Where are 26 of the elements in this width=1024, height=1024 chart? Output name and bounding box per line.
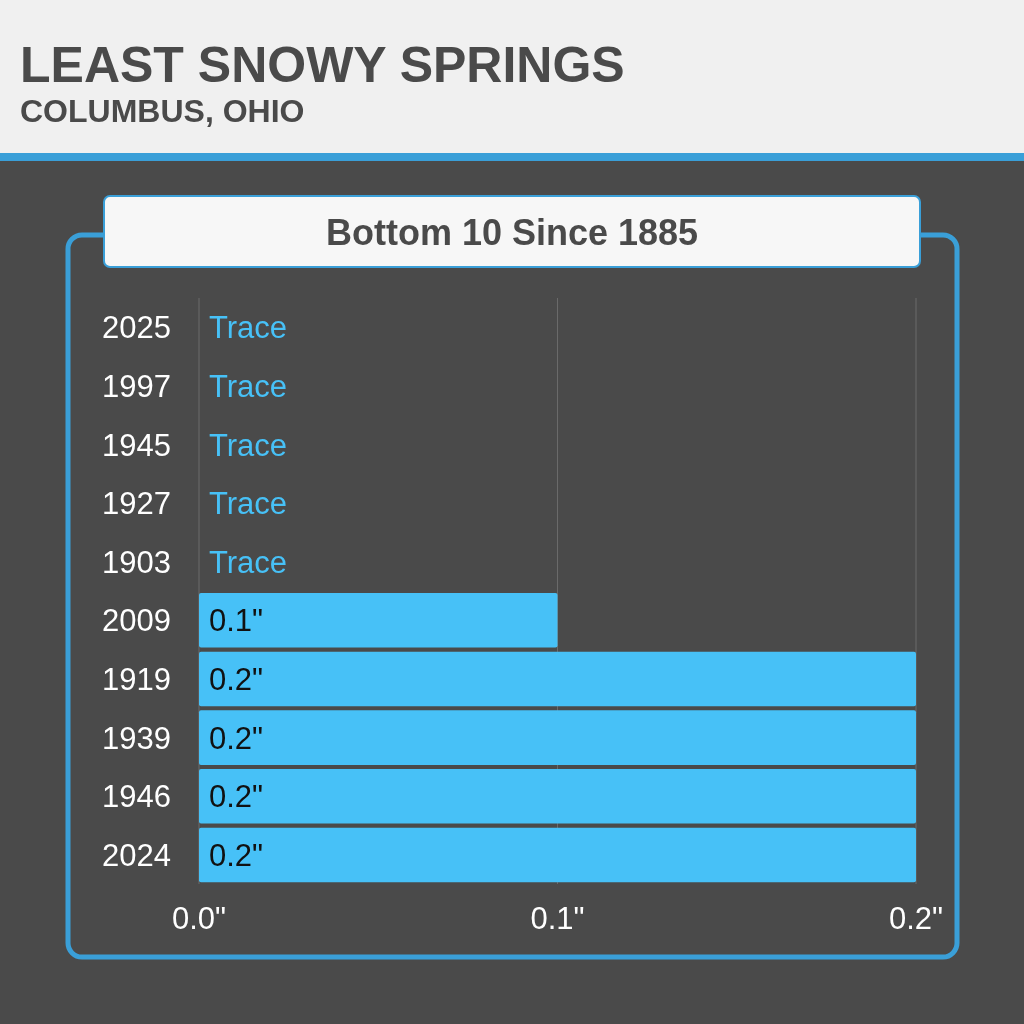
data-label: 0.2" (209, 838, 264, 874)
y-tick-label: 2024 (102, 838, 171, 874)
data-label: 0.2" (209, 720, 264, 756)
data-label: Trace (209, 368, 288, 404)
y-tick-label: 1903 (102, 544, 171, 580)
text: Bottom 10 Since 1885 (325, 211, 699, 253)
x-tick-label: 0.1" (530, 901, 585, 937)
chart-title: LEAST SNOWY SPRINGS (20, 37, 625, 93)
x-tick-label: 0.0" (171, 901, 227, 937)
y-tick-label: 2025 (102, 310, 171, 346)
chart-subtitle: COLUMBUS, OHIO (20, 93, 305, 129)
data-label: Trace (209, 310, 288, 346)
data-label: 0.2" (209, 779, 264, 815)
y-tick-label: 1927 (102, 486, 171, 522)
y-tick-label: 1997 (102, 368, 171, 404)
y-tick-label: 2009 (102, 603, 171, 639)
x-tick-label: 0.2" (888, 901, 944, 937)
y-tick-label: 1945 (102, 427, 171, 463)
data-label: 0.2" (209, 662, 264, 698)
data-label: Trace (209, 544, 288, 580)
data-label: 0.1" (209, 603, 264, 639)
y-tick-label: 1939 (102, 720, 171, 756)
y-tick-label: 1919 (102, 662, 171, 698)
data-label: Trace (209, 486, 288, 522)
y-tick-label: 1946 (102, 779, 171, 815)
data-label: Trace (209, 427, 288, 463)
